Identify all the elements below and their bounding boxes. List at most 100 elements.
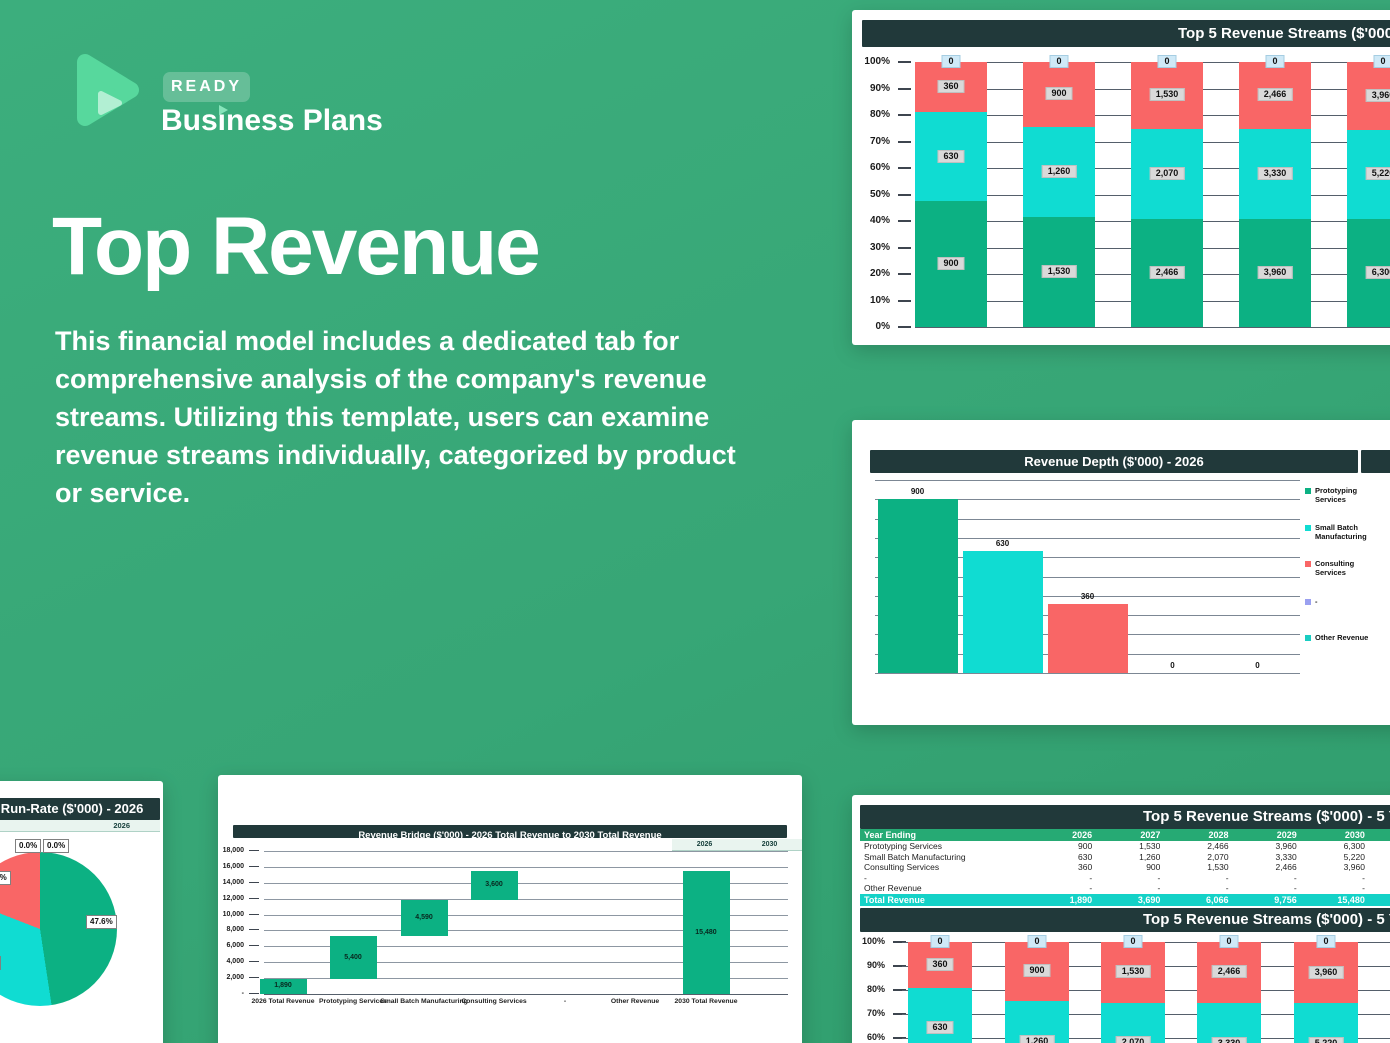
axis-tick: [249, 913, 259, 915]
panel-top5-revenue-streams: Top 5 Revenue Streams ($'000) - 5 Years …: [852, 10, 1390, 345]
gridline: [264, 882, 788, 884]
bar-value-label: 3,960: [1365, 88, 1390, 102]
zero-value-label: 0: [1316, 935, 1336, 948]
gridline: [875, 537, 1300, 539]
cell-value: 1,260: [1139, 851, 1161, 862]
zero-value-label: 0: [1265, 55, 1285, 68]
y-axis-tick-label: 8,000: [226, 926, 244, 934]
chart-title-bar: Top 5 Revenue Streams ($'000) - 5 Years: [862, 20, 1390, 47]
axis-tick: [249, 850, 259, 851]
y-axis-tick-label: 20%: [869, 268, 890, 279]
gridline: [264, 962, 788, 964]
y-axis-tick-label: 80%: [869, 109, 890, 120]
table-header-row: Year Ending 2026 2027 2028 2029 2030: [860, 829, 1390, 841]
bar-value-label: 2,466: [1211, 965, 1247, 979]
cell-value: 15,480: [1337, 895, 1365, 905]
chart-title-bar: Revenue Bridge ($'000) - 2026 Total Reve…: [233, 825, 787, 841]
legend-swatch: [1305, 525, 1311, 531]
row-label: Other Revenue: [864, 883, 922, 894]
axis-tick: [898, 114, 911, 116]
gridline: [875, 595, 1300, 597]
axis-tick: [898, 273, 911, 275]
x-axis-category-label: Consulting Services: [461, 998, 527, 1005]
zero-value-label: 0: [930, 935, 950, 948]
cell-value: 3,960: [1343, 862, 1365, 873]
bar-value-label: 2,466: [1149, 266, 1185, 280]
waterfall-bar: [329, 936, 377, 979]
chart-title-bar: Top 5 Revenue Streams ($'000) - 5 Years: [860, 908, 1390, 932]
axis-tick: [893, 1013, 906, 1015]
cell-value: -: [1157, 883, 1161, 894]
cell-value: 3,330: [1275, 851, 1297, 862]
gridline: [875, 557, 1300, 559]
y-axis-tick-label: 60%: [866, 1032, 885, 1042]
y-axis-tick-label: 0%: [875, 321, 890, 332]
axis-tick: [249, 977, 259, 979]
brand-name: Business Plans: [161, 104, 383, 137]
y-axis-tick-label: 4,000: [226, 958, 244, 966]
axis-tick: [898, 140, 911, 143]
year-cell-2026[interactable]: 2026: [672, 839, 737, 851]
bar-value-label: 360: [1080, 591, 1095, 601]
bar-value-label: 900: [937, 256, 965, 270]
bar-value-label: 1,530: [1115, 965, 1151, 979]
y-axis-tick-label: 2,000: [226, 974, 244, 982]
chart-title-bar: Revenue Depth ($'000) - 2026: [870, 450, 1358, 473]
axis-tick: [898, 167, 911, 169]
year-selector[interactable]: 2026: [0, 820, 160, 832]
pie-slice-label: 0.0%: [15, 839, 42, 853]
row-label: -: [864, 872, 867, 883]
bar-value-label: 3,960: [1308, 965, 1344, 979]
waterfall-bar: [400, 899, 448, 937]
axis-tick: [898, 193, 911, 196]
x-axis-category-label: 2026 Total Revenue: [251, 998, 315, 1005]
table-row: ------: [860, 872, 1390, 884]
pie-slice-label: 47.6%: [86, 915, 117, 929]
y-axis-tick-label: 70%: [866, 1008, 885, 1018]
axis-tick: [898, 220, 911, 222]
legend-item: Prototyping Services: [1305, 486, 1387, 505]
table-title: Top 5 Revenue Streams ($'000) - 5 Years: [1143, 808, 1390, 825]
axis-tick: [898, 326, 911, 328]
y-axis-tick-label: 50%: [869, 188, 890, 200]
legend-label: Other Revenue: [1315, 633, 1369, 642]
y-axis-tick-label: 80%: [866, 984, 885, 994]
waterfall-bar: [259, 978, 307, 994]
chart-title: Revenue Run-Rate ($'000) - 2026: [0, 801, 144, 816]
axis-tick: [249, 929, 259, 931]
y-axis-tick-label: 30%: [869, 241, 890, 253]
gridline: [875, 499, 1300, 501]
cell-value: -: [1293, 872, 1297, 883]
row-label: Small Batch Manufacturing: [864, 851, 966, 862]
axis-tick: [893, 1037, 906, 1039]
cell-value: 2030: [1344, 830, 1365, 840]
axis-tick: [249, 865, 259, 867]
y-axis-tick-label: 60%: [869, 162, 890, 173]
legend-label: Prototyping Services: [1315, 486, 1358, 505]
legend-label: Small Batch Manufacturing: [1315, 523, 1367, 542]
cell-value: 2027: [1140, 830, 1161, 840]
legend-item: Small Batch Manufacturing: [1305, 523, 1387, 542]
cell-value: 3,960: [1275, 841, 1297, 851]
cell-value: -: [1225, 883, 1229, 894]
pie-slice-label: 33.3%: [0, 956, 1, 970]
cell-value: -: [1362, 883, 1365, 894]
bar: [877, 499, 958, 673]
cell-value: 9,756: [1274, 895, 1297, 905]
axis-tick: [898, 246, 911, 249]
bar-value-label: 2,466: [1257, 88, 1293, 102]
bar-segment: [1101, 1002, 1165, 1043]
cell-value: 1,530: [1139, 841, 1161, 851]
cell-value: 1,530: [1207, 862, 1229, 873]
pie-chart: [0, 852, 117, 1006]
cell-value: 5,220: [1343, 851, 1365, 862]
bar-value-label: 5,220: [1308, 1036, 1344, 1043]
y-axis-tick-label: -: [241, 990, 244, 997]
chart-title-bar: Revenue Run-Rate ($'000) - 2026: [0, 798, 160, 820]
pie-slice-label: 0.0%: [43, 839, 70, 853]
bar-value-label: 2,070: [1149, 167, 1185, 181]
page-description: This financial model includes a dedicate…: [55, 326, 736, 508]
year-cell-2030[interactable]: 2030: [737, 839, 802, 851]
cell-value: 1,890: [1069, 895, 1093, 905]
